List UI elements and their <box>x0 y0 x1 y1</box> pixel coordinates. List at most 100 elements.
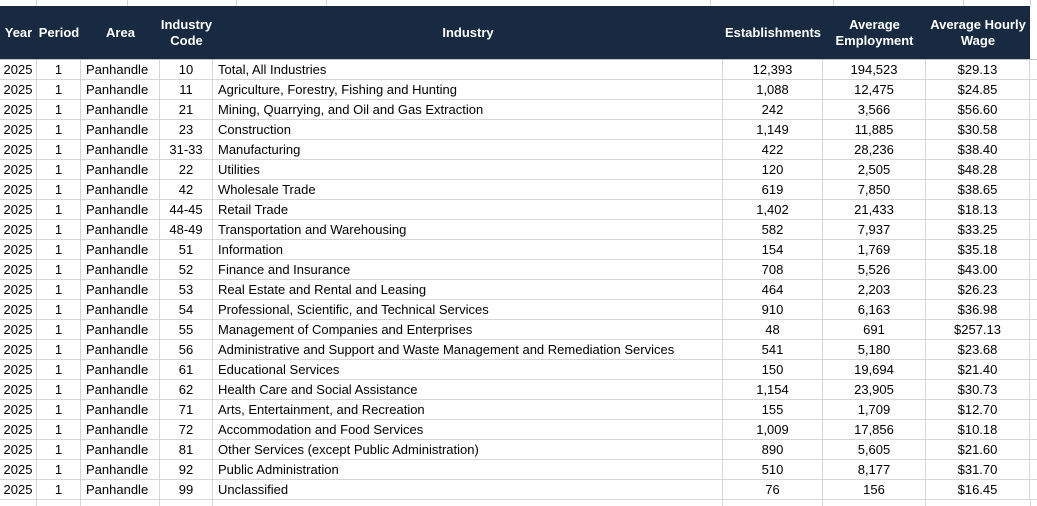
cell-year[interactable]: 2025 <box>0 140 37 160</box>
cell-establishments[interactable]: 1,088 <box>723 80 823 100</box>
cell-year[interactable]: 2025 <box>0 360 37 380</box>
cell-establishments[interactable]: 242 <box>723 100 823 120</box>
cell-wage[interactable]: $48.28 <box>926 160 1030 180</box>
cell-industry[interactable]: Other Services (except Public Administra… <box>213 440 723 460</box>
cell-industry-code[interactable]: 99 <box>160 480 213 500</box>
cell-year[interactable]: 2025 <box>0 240 37 260</box>
cell-industry[interactable]: Construction <box>213 120 723 140</box>
cell-industry[interactable]: Mining, Quarrying, and Oil and Gas Extra… <box>213 100 723 120</box>
cell-period[interactable]: 1 <box>37 320 81 340</box>
cell-period[interactable]: 1 <box>37 220 81 240</box>
cell-area[interactable]: Panhandle <box>81 300 160 320</box>
cell-employment[interactable]: 11,885 <box>823 120 926 140</box>
cell-establishments[interactable]: 510 <box>723 460 823 480</box>
cell-wage[interactable]: $23.68 <box>926 340 1030 360</box>
cell-period[interactable]: 1 <box>37 480 81 500</box>
cell-industry-code[interactable]: 61 <box>160 360 213 380</box>
cell-establishments[interactable]: 1,154 <box>723 380 823 400</box>
cell-period[interactable]: 1 <box>37 160 81 180</box>
cell-wage[interactable]: $33.25 <box>926 220 1030 240</box>
header-industry[interactable]: Industry <box>213 6 723 59</box>
cell-period[interactable]: 1 <box>37 380 81 400</box>
cell-year[interactable]: 2025 <box>0 300 37 320</box>
cell-industry-code[interactable]: 23 <box>160 120 213 140</box>
cell-industry-code[interactable]: 62 <box>160 380 213 400</box>
header-area[interactable]: Area <box>81 6 160 59</box>
cell-year[interactable]: 2025 <box>0 280 37 300</box>
cell-year[interactable]: 2025 <box>0 100 37 120</box>
cell-industry-code[interactable]: 51 <box>160 240 213 260</box>
cell-establishments[interactable]: 910 <box>723 300 823 320</box>
cell-industry-code[interactable]: 22 <box>160 160 213 180</box>
cell-area[interactable]: Panhandle <box>81 260 160 280</box>
cell-period[interactable]: 1 <box>37 140 81 160</box>
cell-wage[interactable]: $38.40 <box>926 140 1030 160</box>
cell-period[interactable]: 1 <box>37 420 81 440</box>
cell-area[interactable]: Panhandle <box>81 200 160 220</box>
cell-area[interactable]: Panhandle <box>81 400 160 420</box>
cell-wage[interactable]: $12.70 <box>926 400 1030 420</box>
cell-period[interactable]: 1 <box>37 240 81 260</box>
cell-industry-code[interactable]: 52 <box>160 260 213 280</box>
cell-year[interactable]: 2025 <box>0 420 37 440</box>
cell-employment[interactable]: 7,850 <box>823 180 926 200</box>
cell-year[interactable]: 2025 <box>0 220 37 240</box>
cell-industry-code[interactable]: 48-49 <box>160 220 213 240</box>
cell-establishments[interactable]: 619 <box>723 180 823 200</box>
cell-wage[interactable]: $18.13 <box>926 200 1030 220</box>
cell-industry-code[interactable]: 53 <box>160 280 213 300</box>
cell-employment[interactable]: 21,433 <box>823 200 926 220</box>
cell-employment[interactable]: 17,856 <box>823 420 926 440</box>
cell-industry-code[interactable]: 92 <box>160 460 213 480</box>
cell-area[interactable]: Panhandle <box>81 380 160 400</box>
cell-employment[interactable]: 19,694 <box>823 360 926 380</box>
cell-establishments[interactable]: 541 <box>723 340 823 360</box>
cell-wage[interactable]: $10.18 <box>926 420 1030 440</box>
cell-employment[interactable]: 8,177 <box>823 460 926 480</box>
cell-period[interactable]: 1 <box>37 400 81 420</box>
cell-establishments[interactable]: 150 <box>723 360 823 380</box>
cell-period[interactable]: 1 <box>37 200 81 220</box>
cell-industry[interactable]: Utilities <box>213 160 723 180</box>
cell-area[interactable]: Panhandle <box>81 160 160 180</box>
cell-employment[interactable]: 23,905 <box>823 380 926 400</box>
cell-area[interactable]: Panhandle <box>81 320 160 340</box>
cell-establishments[interactable]: 48 <box>723 320 823 340</box>
cell-industry-code[interactable]: 54 <box>160 300 213 320</box>
cell-year[interactable]: 2025 <box>0 340 37 360</box>
cell-employment[interactable]: 5,605 <box>823 440 926 460</box>
header-establishments[interactable]: Establishments <box>723 6 823 59</box>
cell-year[interactable]: 2025 <box>0 260 37 280</box>
cell-industry-code[interactable]: 56 <box>160 340 213 360</box>
cell-industry-code[interactable]: 42 <box>160 180 213 200</box>
cell-period[interactable]: 1 <box>37 180 81 200</box>
cell-period[interactable]: 1 <box>37 280 81 300</box>
header-industry-code[interactable]: Industry Code <box>160 6 213 59</box>
cell-area[interactable]: Panhandle <box>81 120 160 140</box>
cell-area[interactable]: Panhandle <box>81 100 160 120</box>
cell-year[interactable]: 2025 <box>0 460 37 480</box>
cell-industry[interactable]: Agriculture, Forestry, Fishing and Hunti… <box>213 80 723 100</box>
cell-period[interactable]: 1 <box>37 60 81 80</box>
cell-wage[interactable]: $43.00 <box>926 260 1030 280</box>
cell-industry[interactable]: Accommodation and Food Services <box>213 420 723 440</box>
cell-employment[interactable]: 28,236 <box>823 140 926 160</box>
cell-establishments[interactable]: 890 <box>723 440 823 460</box>
cell-employment[interactable]: 2,203 <box>823 280 926 300</box>
cell-wage[interactable]: $35.18 <box>926 240 1030 260</box>
cell-area[interactable]: Panhandle <box>81 280 160 300</box>
cell-period[interactable]: 1 <box>37 100 81 120</box>
cell-employment[interactable]: 5,526 <box>823 260 926 280</box>
cell-wage[interactable]: $257.13 <box>926 320 1030 340</box>
cell-industry[interactable]: Management of Companies and Enterprises <box>213 320 723 340</box>
cell-industry-code[interactable]: 21 <box>160 100 213 120</box>
cell-area[interactable]: Panhandle <box>81 480 160 500</box>
cell-area[interactable]: Panhandle <box>81 440 160 460</box>
cell-employment[interactable]: 2,505 <box>823 160 926 180</box>
cell-year[interactable]: 2025 <box>0 380 37 400</box>
cell-employment[interactable]: 7,937 <box>823 220 926 240</box>
cell-year[interactable]: 2025 <box>0 80 37 100</box>
cell-period[interactable]: 1 <box>37 440 81 460</box>
cell-establishments[interactable]: 422 <box>723 140 823 160</box>
cell-year[interactable]: 2025 <box>0 60 37 80</box>
